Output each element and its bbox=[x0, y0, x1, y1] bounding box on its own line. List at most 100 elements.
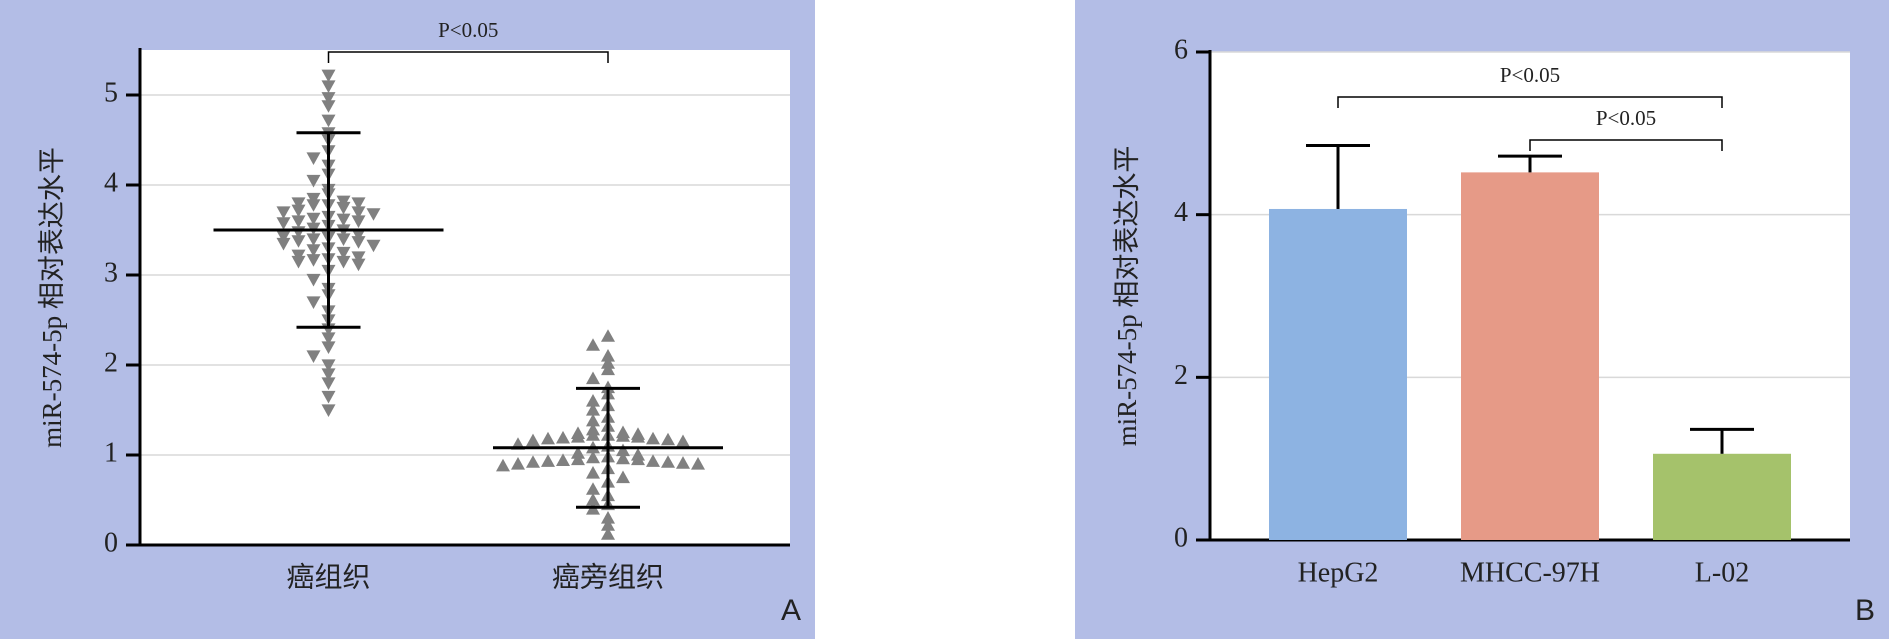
data-point bbox=[586, 371, 600, 385]
data-point bbox=[601, 362, 615, 376]
data-point bbox=[276, 237, 291, 251]
bar bbox=[1461, 172, 1599, 540]
panel-label: A bbox=[781, 594, 801, 627]
data-point bbox=[511, 457, 525, 470]
bar bbox=[1269, 208, 1407, 540]
significance-label: P<0.05 bbox=[438, 18, 498, 42]
y-tick-label: 0 bbox=[104, 527, 118, 558]
data-point bbox=[586, 450, 600, 464]
x-tick-label: L-02 bbox=[1695, 557, 1749, 588]
y-tick-label: 3 bbox=[104, 257, 118, 288]
data-point bbox=[586, 493, 600, 506]
y-tick-label: 2 bbox=[1174, 360, 1188, 391]
data-point bbox=[616, 443, 630, 457]
data-point bbox=[601, 527, 615, 540]
data-point bbox=[321, 92, 336, 105]
data-point bbox=[276, 217, 291, 230]
data-point bbox=[526, 433, 540, 447]
data-point bbox=[321, 390, 336, 404]
data-point bbox=[336, 201, 351, 215]
data-point bbox=[336, 246, 351, 260]
data-point bbox=[366, 239, 381, 253]
data-point bbox=[526, 455, 540, 468]
data-point bbox=[586, 394, 600, 407]
data-point bbox=[321, 80, 336, 93]
significance-bracket bbox=[1529, 139, 1723, 151]
y-tick-label: 2 bbox=[104, 347, 118, 378]
data-point bbox=[291, 215, 306, 228]
y-axis-title: miR-574-5p 相对表达水平 bbox=[1112, 146, 1142, 447]
data-point bbox=[366, 208, 381, 221]
x-tick-label: 癌组织 bbox=[286, 561, 370, 593]
data-point bbox=[571, 430, 585, 443]
data-point bbox=[351, 236, 366, 249]
x-tick-label: HepG2 bbox=[1298, 557, 1379, 588]
data-point bbox=[616, 470, 630, 484]
data-point bbox=[586, 338, 600, 351]
data-point bbox=[556, 430, 570, 444]
data-point bbox=[556, 453, 570, 466]
data-point bbox=[541, 431, 555, 445]
data-point bbox=[351, 228, 366, 242]
data-point bbox=[336, 255, 351, 269]
data-point bbox=[586, 403, 600, 416]
data-point bbox=[496, 458, 510, 472]
data-point bbox=[291, 235, 306, 248]
data-point bbox=[321, 368, 336, 381]
bar bbox=[1653, 453, 1791, 540]
data-point bbox=[321, 341, 336, 354]
data-point bbox=[306, 199, 321, 212]
data-point bbox=[586, 428, 600, 441]
y-axis-title: miR-574-5p 相对表达水平 bbox=[37, 147, 67, 448]
data-point bbox=[586, 413, 600, 427]
data-point bbox=[351, 215, 366, 228]
data-point bbox=[351, 206, 366, 219]
data-point bbox=[276, 230, 291, 244]
data-point bbox=[351, 197, 366, 210]
data-point bbox=[601, 518, 615, 531]
data-point bbox=[306, 174, 321, 188]
data-point bbox=[306, 350, 321, 363]
data-point bbox=[571, 452, 585, 466]
data-point bbox=[291, 204, 306, 218]
y-tick-label: 4 bbox=[104, 167, 118, 198]
data-point bbox=[586, 466, 600, 479]
data-point bbox=[676, 456, 690, 469]
significance-label: P<0.05 bbox=[1500, 63, 1560, 87]
data-point bbox=[601, 349, 615, 362]
data-point bbox=[351, 251, 366, 264]
data-point bbox=[616, 429, 630, 442]
data-point bbox=[306, 233, 321, 246]
data-point bbox=[321, 359, 336, 372]
data-point bbox=[321, 332, 336, 345]
data-point bbox=[276, 206, 291, 219]
data-point bbox=[616, 451, 630, 465]
significance-label: P<0.05 bbox=[1596, 106, 1656, 130]
data-point bbox=[321, 100, 336, 113]
significance-bracket bbox=[1337, 96, 1723, 108]
y-tick-label: 6 bbox=[1174, 34, 1188, 65]
data-point bbox=[631, 430, 645, 443]
data-point bbox=[321, 114, 336, 128]
data-point bbox=[336, 233, 351, 246]
data-point bbox=[661, 455, 675, 468]
x-tick-label: MHCC-97H bbox=[1460, 557, 1600, 588]
data-point bbox=[631, 452, 645, 466]
data-point bbox=[541, 454, 555, 467]
data-point bbox=[351, 258, 366, 272]
data-point bbox=[306, 212, 321, 226]
data-point bbox=[691, 457, 705, 470]
y-tick-label: 4 bbox=[1174, 197, 1188, 228]
data-point bbox=[321, 404, 336, 417]
data-point bbox=[321, 377, 336, 390]
y-tick-label: 5 bbox=[104, 77, 118, 108]
panel-label: B bbox=[1855, 594, 1875, 627]
data-point bbox=[601, 329, 615, 342]
y-tick-label: 0 bbox=[1174, 522, 1188, 553]
data-point bbox=[291, 197, 306, 210]
data-point bbox=[336, 213, 351, 227]
data-point bbox=[306, 296, 321, 309]
data-point bbox=[646, 454, 660, 467]
data-point bbox=[661, 432, 675, 446]
